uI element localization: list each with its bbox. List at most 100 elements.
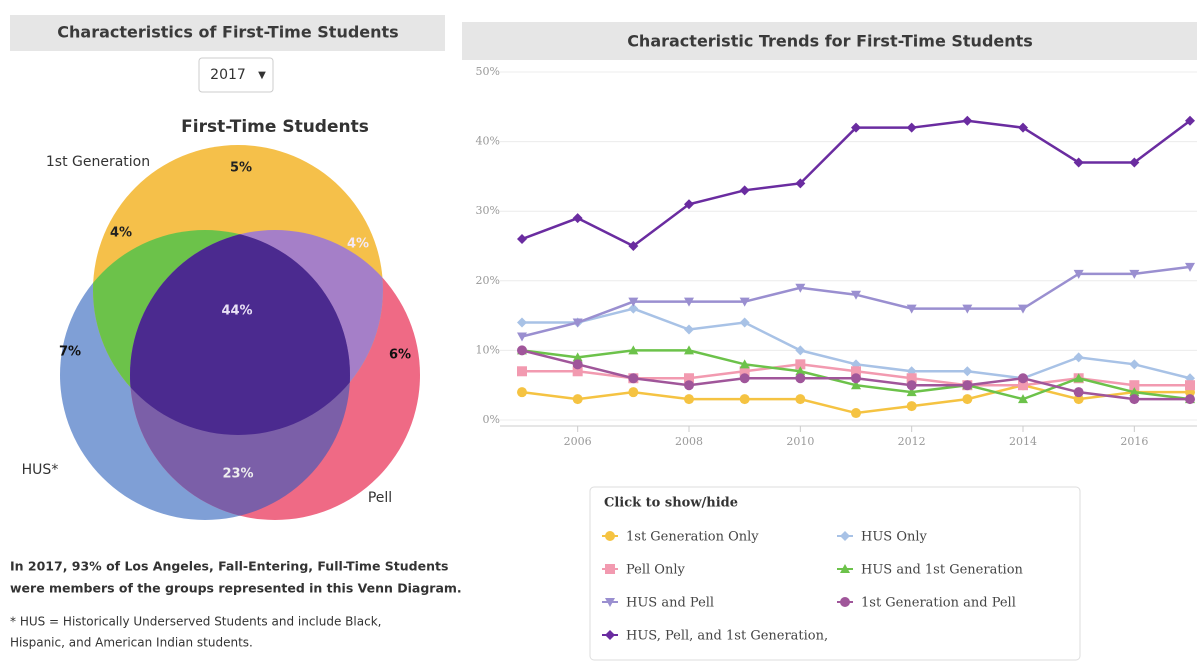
series-line: [521, 265, 1191, 338]
marker: [1018, 122, 1028, 133]
marker: [851, 380, 861, 390]
marker: [628, 387, 639, 398]
marker[interactable]: [840, 531, 850, 541]
marker[interactable]: [605, 531, 615, 541]
marker: [851, 290, 861, 300]
y-tick-label: 30%: [476, 204, 500, 217]
marker: [795, 394, 806, 405]
note-line: In 2017, 93% of Los Angeles, Fall-Enteri…: [10, 559, 448, 574]
legend-label[interactable]: HUS, Pell, and 1st Generation,: [626, 629, 828, 644]
marker: [628, 297, 639, 307]
marker: [739, 359, 750, 369]
marker: [684, 373, 694, 384]
marker: [1073, 269, 1084, 279]
marker: [572, 318, 583, 328]
marker: [1129, 269, 1140, 279]
year-dropdown[interactable]: [198, 57, 274, 93]
marker: [684, 380, 694, 391]
marker: [739, 373, 750, 384]
region-label: 23%: [222, 467, 253, 482]
set-label: 1st Generation: [46, 154, 150, 170]
marker: [517, 345, 527, 356]
x-tick-label: 2014: [1009, 435, 1037, 448]
marker: [739, 317, 750, 328]
marker: [1073, 373, 1084, 383]
overlap: [130, 230, 350, 435]
region-label: 4%: [347, 237, 369, 252]
footnote-line: * HUS = Historically Underserved Student…: [10, 615, 381, 629]
marker: [739, 297, 750, 307]
left-header: [10, 15, 445, 51]
marker: [795, 283, 806, 293]
marker: [1129, 380, 1140, 391]
marker: [739, 394, 750, 405]
region-label: 6%: [389, 348, 411, 363]
marker: [1073, 387, 1084, 398]
legend-label[interactable]: 1st Generation Only: [626, 530, 759, 545]
marker: [1018, 373, 1028, 384]
region-label: 7%: [59, 345, 81, 360]
legend: 1st Generation Only HUS Only Pell Only HUS …: [602, 530, 1024, 644]
marker: [572, 213, 583, 224]
marker: [906, 304, 917, 314]
marker: [906, 122, 917, 133]
region-label: 4%: [110, 226, 132, 241]
marker: [1185, 115, 1195, 126]
legend-label[interactable]: HUS Only: [861, 530, 928, 545]
legend-item[interactable]: HUS, Pell, and 1st Generation,: [602, 629, 828, 644]
marker: [906, 373, 917, 384]
legend-box: [589, 486, 1081, 661]
y-tick-label: 20%: [476, 274, 500, 287]
marker: [962, 366, 973, 377]
marker: [962, 394, 973, 405]
dropdown-arrow[interactable]: ▼: [258, 70, 266, 81]
marker: [1018, 380, 1028, 391]
marker: [795, 359, 806, 370]
legend-item[interactable]: HUS Only: [837, 530, 928, 545]
marker: [572, 352, 583, 362]
legend-item[interactable]: HUS and Pell: [602, 596, 714, 611]
marker: [795, 178, 806, 189]
legend-item[interactable]: Pell Only: [602, 563, 685, 578]
marker: [962, 380, 973, 391]
marker[interactable]: [605, 564, 615, 574]
dropdown-value[interactable]: 2017: [210, 67, 246, 83]
marker[interactable]: [605, 598, 615, 607]
legend-item[interactable]: 1st Generation and Pell: [837, 596, 1016, 611]
marker: [1073, 394, 1084, 405]
marker: [517, 317, 527, 328]
legend-label[interactable]: HUS and Pell: [626, 596, 714, 611]
marker: [684, 297, 694, 307]
marker: [795, 345, 806, 356]
marker: [684, 324, 694, 335]
region-label: 5%: [230, 161, 252, 176]
marker: [795, 366, 806, 376]
marker: [572, 394, 583, 405]
marker: [1129, 359, 1140, 370]
line-chart: 0% 10% 20% 30% 40% 50% 2006 2008 2010 2012 2014 201…: [476, 65, 1197, 448]
legend-label[interactable]: Pell Only: [626, 563, 685, 578]
legend-label[interactable]: HUS and 1st Generation: [861, 563, 1024, 578]
marker: [628, 345, 639, 355]
y-tick-label: 10%: [476, 343, 500, 356]
x-tick-label: 2006: [564, 435, 592, 448]
marker: [684, 345, 694, 355]
marker[interactable]: [605, 630, 615, 640]
marker: [851, 122, 861, 133]
legend-label[interactable]: 1st Generation and Pell: [861, 596, 1016, 611]
marker: [1018, 304, 1028, 314]
legend-title: Click to show/hide: [604, 496, 738, 511]
marker[interactable]: [840, 564, 850, 573]
x-tick-label: 2012: [898, 435, 926, 448]
footnote-line: Hispanic, and American Indian students.: [10, 636, 253, 650]
marker: [851, 408, 861, 419]
marker: [1073, 157, 1084, 168]
legend-item[interactable]: HUS and 1st Generation: [837, 563, 1024, 578]
marker: [1185, 262, 1195, 272]
right-heading: Characteristic Trends for First-Time Stu…: [627, 32, 1033, 51]
legend-item[interactable]: 1st Generation Only: [602, 530, 759, 545]
marker: [572, 359, 583, 370]
marker[interactable]: [840, 597, 850, 607]
marker: [517, 387, 527, 398]
